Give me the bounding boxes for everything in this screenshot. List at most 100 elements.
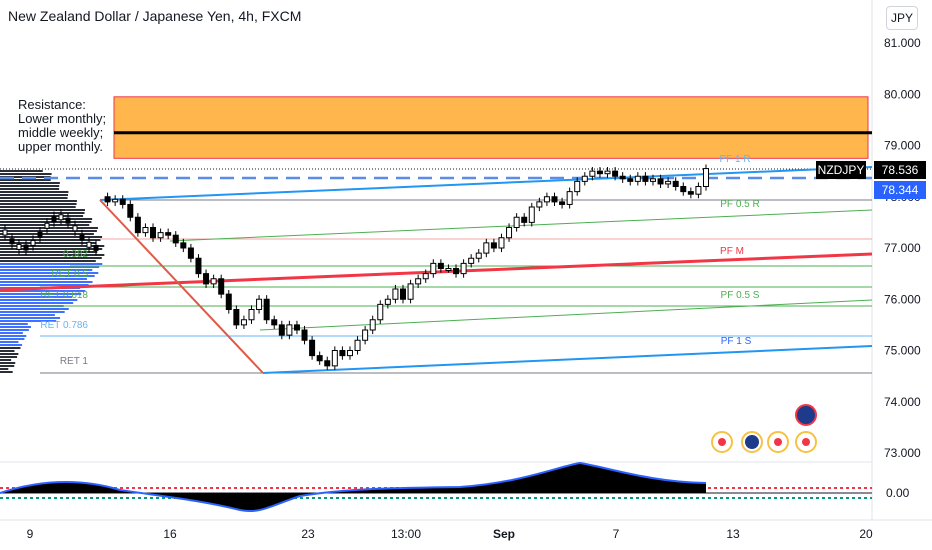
candle-body [581,175,588,182]
candle-body [392,288,399,300]
pitchfork-handle [99,199,264,374]
candle-body [415,278,422,285]
price-tick: 78.000 [884,190,921,204]
candle-body [30,239,36,246]
candle-body [301,329,308,341]
volume-profile-bar [0,206,76,208]
volume-profile-bar [0,284,89,286]
time-tick: 20 [859,527,873,541]
volume-profile-bar [0,203,77,205]
candle-body [430,262,437,275]
candle-body [521,216,528,223]
volume-profile-bar [0,197,68,199]
annotation-line-2: Lower monthly; [18,111,107,126]
candle-body [104,196,111,203]
candle-body [490,242,497,249]
volume-profile-bar [0,302,74,304]
candle-body [695,186,702,195]
volume-profile-bar [0,245,105,247]
volume-profile-bar [0,227,98,229]
price-tick: 80.000 [884,87,921,101]
candle-body [407,283,414,300]
currency-button[interactable]: JPY [886,6,918,30]
candle-body [574,180,581,193]
dashed-price-tag-bg [874,181,926,199]
price-tick: 79.000 [884,139,921,153]
volume-profile-bar [0,236,103,238]
price-tick: 74.000 [884,395,921,409]
annotation-line-3: middle weekly; [18,125,104,140]
price-tick: 77.000 [884,241,921,255]
event-circle [767,431,789,453]
annotation-line-4: upper monthly. [18,139,104,154]
candle-body [51,216,57,223]
pitchfork-05r [169,209,873,242]
volume-profile-bar [0,248,103,250]
candle-body [9,238,15,245]
volume-profile-bar [0,212,85,214]
price-tick: 81.000 [884,36,921,50]
volume-profile-bar [0,317,61,319]
candle-body [203,273,210,285]
candle-body [256,298,263,310]
volume-profile-bar [0,254,105,256]
volume-profile-bar [0,335,27,337]
volume-profile-bar [0,251,98,253]
candle-body [612,170,619,177]
candle-body [271,319,278,326]
volume-profile-bar [0,278,87,280]
oscillator-line [0,461,707,512]
candle-body [453,268,460,275]
volume-profile-bar [0,173,52,175]
volume-profile-bar [0,293,82,295]
candle-body [384,298,391,305]
candle-body [604,170,611,175]
volume-profile-bar [0,347,21,349]
volume-profile-bar [0,365,15,367]
volume-profile-bar [0,275,95,277]
volume-profile-bar [0,311,65,313]
volume-profile-bar [0,341,19,343]
volume-profile-bar [0,230,97,232]
candle-body [112,198,119,203]
last-price-tag-bg [874,161,926,179]
candle-body [44,222,50,229]
candle-body [339,350,346,357]
event-circle [711,431,733,453]
candle-body [543,196,550,203]
event-circle [741,431,763,453]
candle-body [513,216,520,228]
candle-body [445,268,452,271]
candle-body [248,309,255,321]
fib-label: RET 1 [60,356,89,367]
volume-profile-bar [0,209,85,211]
time-tick: 23 [301,527,315,541]
candle-body [528,206,535,223]
candle-body [687,191,694,195]
candle-body [157,232,164,239]
candle-body [293,324,300,331]
flag-event-icon [745,435,759,449]
candle-body [657,178,664,185]
candle-body [16,243,22,250]
candle-body [331,350,338,367]
event-dot [802,438,810,446]
candle-body [483,242,490,254]
event-dot [774,438,782,446]
candle-body [65,217,71,224]
candle-body [437,262,444,269]
candle-body [346,350,353,357]
price-tick: 73.000 [884,446,921,460]
candle-body [498,237,505,249]
price-tick: 76.000 [884,292,921,306]
dashed-price-tag: 78.344 [882,183,919,197]
volume-profile-bar [0,179,51,181]
candle-body [665,180,672,185]
volume-profile-bar [0,269,93,271]
fib-label: RET 0.786 [40,320,88,331]
volume-profile-bar [0,233,94,235]
resistance-annotation: Resistance: Lower monthly; middle weekly… [18,98,106,154]
time-tick: 13:00 [391,527,421,541]
